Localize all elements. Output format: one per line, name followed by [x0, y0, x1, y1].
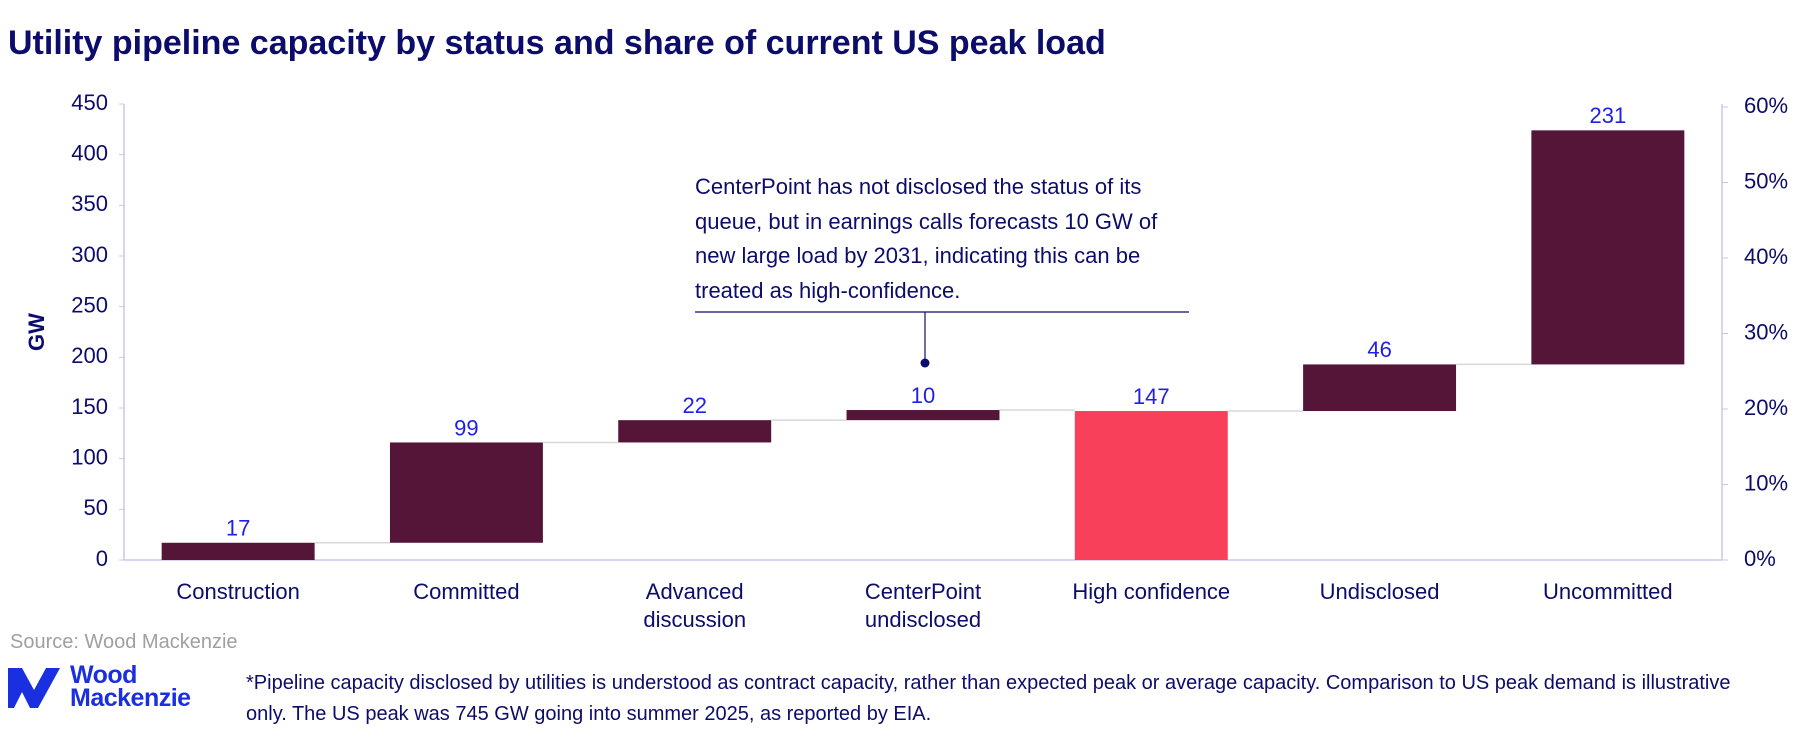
logo-icon: [8, 668, 60, 708]
bar: [1531, 130, 1685, 365]
logo-text: Wood Mackenzie: [70, 661, 191, 712]
y2-tick-label: 0%: [1744, 546, 1776, 571]
annotation-dot: [920, 358, 930, 368]
y2-tick-label: 10%: [1744, 470, 1788, 495]
value-label: 147: [1133, 384, 1170, 409]
y-tick-label: 50: [84, 495, 108, 520]
y-tick-label: 450: [71, 90, 108, 115]
bar: [846, 410, 1000, 421]
y-tick-label: 400: [71, 140, 108, 165]
y2-tick-label: 50%: [1744, 168, 1788, 193]
x-tick-label: Committed: [413, 579, 520, 604]
logo-line: Wood: [70, 661, 137, 689]
y2-tick-label: 40%: [1744, 244, 1788, 269]
bar: [161, 542, 315, 560]
bar: [618, 420, 772, 443]
chart-title: Utility pipeline capacity by status and …: [8, 24, 1106, 62]
value-label: 46: [1367, 337, 1391, 362]
footnote: *Pipeline capacity disclosed by utilitie…: [246, 672, 1731, 725]
x-tick-label: CenterPoint undisclosed: [864, 579, 982, 632]
bar: [389, 442, 543, 543]
y2-tick-label: 20%: [1744, 395, 1788, 420]
bar: [1303, 364, 1457, 412]
y-tick-label: 0: [96, 546, 108, 571]
value-label: 17: [226, 516, 250, 541]
y-tick-label: 350: [71, 191, 108, 216]
x-tick-label: Advanced discussion: [643, 579, 747, 632]
value-label: 99: [454, 415, 478, 440]
x-tick-label: Construction: [176, 579, 300, 604]
bar: [1074, 411, 1228, 560]
logo-line: Mackenzie: [70, 684, 191, 712]
y2-tick-label: 60%: [1744, 93, 1788, 118]
y2-tick-label: 30%: [1744, 319, 1788, 344]
x-tick-label: High confidence: [1072, 579, 1231, 604]
annotation: CenterPoint has not disclosed the status…: [695, 174, 1158, 303]
y-tick-label: 250: [71, 292, 108, 317]
x-tick-label: Undisclosed: [1319, 579, 1440, 604]
y-tick-label: 150: [71, 394, 108, 419]
y-tick-label: 300: [71, 242, 108, 267]
source: Source: Wood Mackenzie: [10, 631, 238, 653]
value-label: 22: [682, 393, 706, 418]
value-label: 231: [1589, 103, 1626, 128]
y-axis-label: GW: [24, 313, 49, 351]
y-tick-label: 200: [71, 343, 108, 368]
value-label: 10: [911, 383, 935, 408]
x-tick-label: Uncommitted: [1543, 579, 1673, 604]
y-tick-label: 100: [71, 444, 108, 469]
